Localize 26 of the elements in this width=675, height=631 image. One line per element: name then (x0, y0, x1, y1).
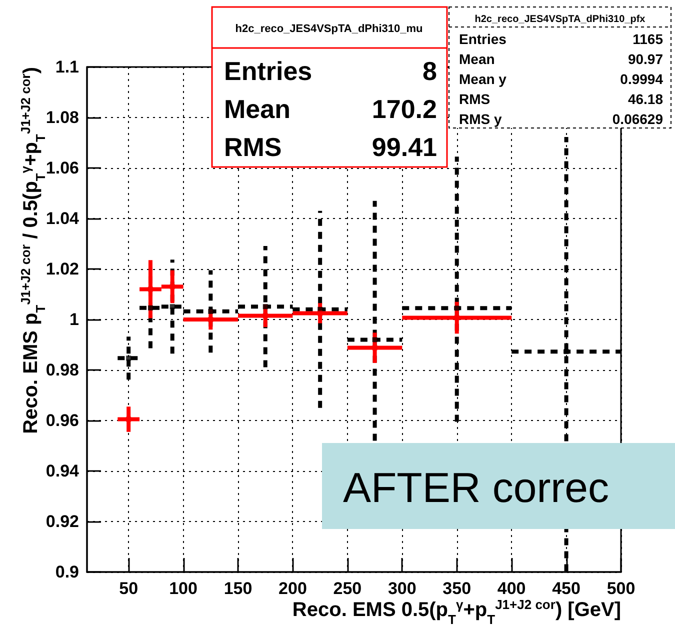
y-tick-label: 0.92 (46, 512, 79, 531)
x-tick-label: 350 (442, 579, 472, 598)
y-tick-label: 0.98 (46, 360, 79, 380)
x-tick-label: 450 (552, 579, 580, 598)
x-tick-label: 200 (278, 579, 307, 598)
text-box: AFTER correc (322, 443, 675, 529)
x-axis-title: Reco. EMS 0.5(p$_{T}$$^{γ}$+p$_{T}$$^{J1+J2 cor}$) [GeV] (292, 596, 621, 626)
stats-box: h2c_reco_JES4VSpTA_dPhi310_mu Entries 8 Mean 170.2 RMS 99.41 (211, 6, 448, 168)
y-tick-label: 0.9 (55, 562, 79, 582)
y-tick-label: 1.02 (46, 260, 79, 278)
annotation: AFTER correc (343, 464, 610, 511)
x-tick-label: 50 (119, 579, 138, 598)
y-tick-label: 1 (70, 310, 79, 329)
y-tick-label: 0.96 (46, 411, 79, 430)
y-tick-label: 1.08 (46, 108, 79, 127)
x-tick-label: 250 (333, 579, 362, 598)
y-tick-label: 1.04 (46, 209, 80, 228)
x-tick-label: 500 (606, 579, 636, 598)
x-tick-label: 150 (224, 579, 252, 598)
x-tick-label: 100 (169, 579, 198, 598)
stats-box: h2c_reco_JES4VSpTA_dPhi310_pfx Entries 1165 Mean 90.97 Mean y 0.9994 RMS 46.18 RMS y 0.06629 (448, 6, 672, 128)
x-tick-label: 400 (497, 579, 526, 598)
y-tick-label: 0.94 (46, 462, 80, 480)
y-tick-label: 1.1 (55, 58, 79, 76)
x-tick-label: 300 (388, 579, 416, 598)
y-tick-label: 1.06 (46, 158, 79, 178)
